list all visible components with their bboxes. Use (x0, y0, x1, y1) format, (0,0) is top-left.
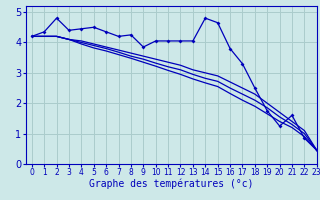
X-axis label: Graphe des températures (°c): Graphe des températures (°c) (89, 179, 253, 189)
